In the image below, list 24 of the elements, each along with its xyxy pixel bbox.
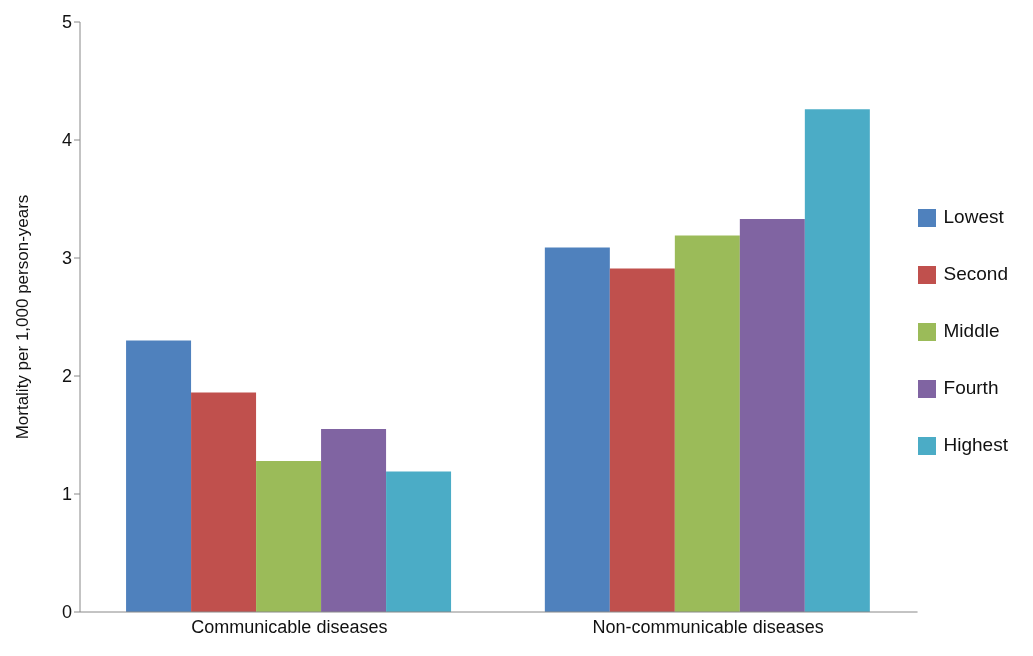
y-axis-title: Mortality per 1,000 person-years <box>13 194 33 440</box>
y-tick-label: 1 <box>61 484 72 505</box>
legend-label: Middle <box>943 320 1000 341</box>
bar <box>256 460 322 612</box>
legend-label: Highest <box>943 434 1008 455</box>
legend-label: Second <box>943 263 1008 284</box>
bar <box>739 219 805 612</box>
bar <box>191 392 257 612</box>
x-tick-label: Non-communicable diseases <box>592 616 824 637</box>
x-tick-label: Communicable diseases <box>191 616 388 637</box>
bar <box>544 247 610 612</box>
legend-label: Fourth <box>943 377 999 398</box>
legend-label: Lowest <box>943 206 1004 227</box>
bar <box>126 340 192 612</box>
bar <box>804 109 870 612</box>
bar <box>386 471 452 612</box>
bar <box>609 268 675 612</box>
bar <box>674 235 740 612</box>
y-tick-label: 3 <box>61 248 72 269</box>
bar <box>321 429 387 612</box>
y-tick-label: 0 <box>61 602 72 623</box>
y-tick-label: 4 <box>61 130 72 151</box>
y-tick-label: 2 <box>61 366 72 387</box>
y-tick-label: 5 <box>61 12 72 33</box>
